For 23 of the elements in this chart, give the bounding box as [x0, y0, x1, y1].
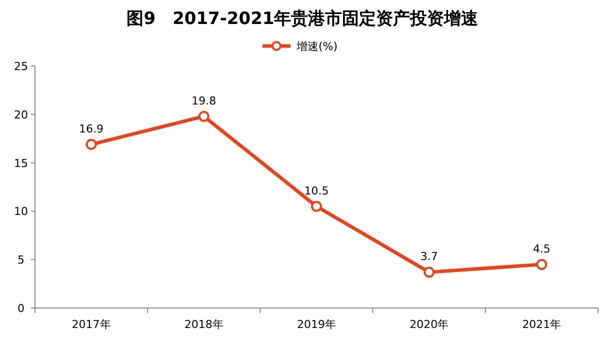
- point: [86, 138, 97, 150]
- x-tick-label: 2017年: [72, 318, 111, 331]
- legend-label: 增速(%): [296, 40, 338, 53]
- data-label: 3.7: [420, 250, 438, 264]
- y-tick-label: 0: [18, 302, 24, 315]
- data-label: 16.9: [79, 122, 104, 136]
- point: [536, 258, 548, 270]
- data-label: 19.8: [192, 94, 216, 108]
- point: [198, 110, 210, 122]
- y-tick-label: 5: [18, 254, 24, 267]
- y-tick-label: 15: [14, 156, 28, 170]
- data-label: 10.5: [304, 184, 329, 198]
- y-tick-label: 20: [14, 108, 28, 122]
- point: [311, 200, 322, 212]
- x-tick-label: 2021年: [522, 318, 562, 331]
- point: [424, 266, 435, 278]
- y-tick-label: 25: [14, 60, 28, 73]
- data-label: 4.5: [532, 242, 550, 256]
- x-tick-label: 2019年: [297, 318, 336, 331]
- chart-title: 图9 2017-2021年贵港市固定资产投资增速: [126, 9, 478, 29]
- y-tick-label: 10: [14, 205, 28, 218]
- x-tick-label: 2020年: [410, 318, 449, 331]
- x-tick-label: 2018年: [184, 318, 224, 331]
